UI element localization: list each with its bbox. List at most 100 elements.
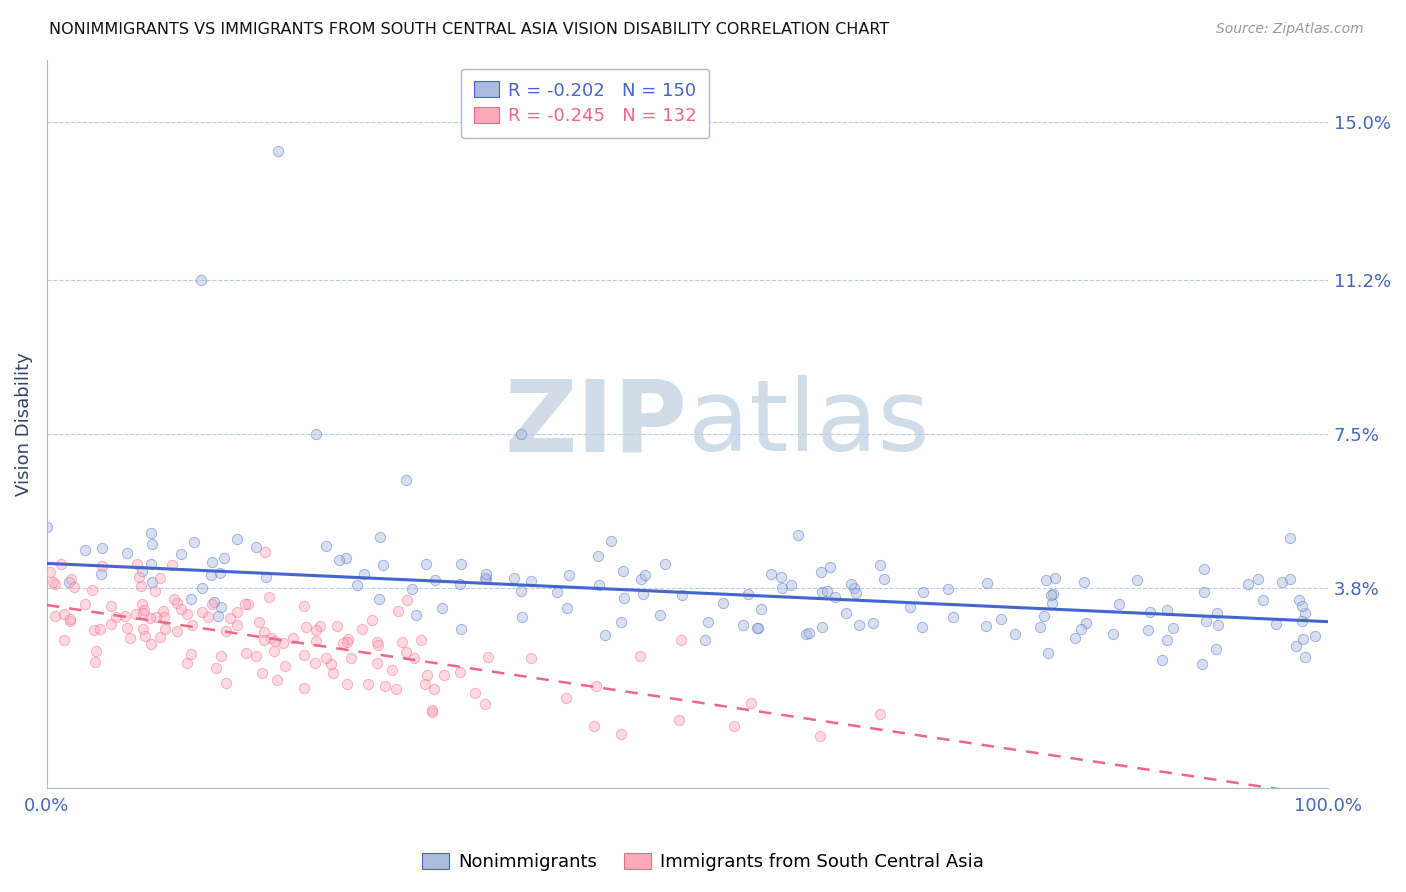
Point: [141, 525, 163, 540]
Point: [1074, 615, 1097, 630]
Point: [247, 615, 270, 629]
Point: [872, 572, 894, 586]
Point: [1036, 646, 1059, 660]
Point: [141, 575, 163, 590]
Point: [502, 571, 524, 585]
Point: [274, 659, 297, 673]
Point: [693, 633, 716, 648]
Point: [413, 676, 436, 690]
Point: [1278, 572, 1301, 586]
Point: [546, 585, 568, 599]
Point: [90, 566, 112, 581]
Point: [862, 616, 884, 631]
Point: [1126, 573, 1149, 587]
Point: [1156, 603, 1178, 617]
Point: [422, 703, 444, 717]
Point: [1195, 614, 1218, 628]
Point: [83, 624, 105, 638]
Point: [839, 576, 862, 591]
Point: [582, 719, 605, 733]
Point: [1247, 572, 1270, 586]
Point: [346, 578, 368, 592]
Point: [263, 644, 285, 658]
Point: [409, 633, 432, 648]
Point: [366, 656, 388, 670]
Point: [336, 632, 359, 647]
Point: [810, 620, 832, 634]
Point: [191, 606, 214, 620]
Point: [128, 570, 150, 584]
Point: [628, 648, 651, 663]
Point: [105, 610, 128, 624]
Point: [520, 651, 543, 665]
Point: [1063, 631, 1085, 645]
Point: [254, 570, 277, 584]
Point: [835, 607, 858, 621]
Point: [869, 558, 891, 572]
Point: [367, 592, 389, 607]
Point: [143, 583, 166, 598]
Point: [315, 539, 337, 553]
Point: [1251, 592, 1274, 607]
Point: [794, 627, 817, 641]
Point: [450, 622, 472, 636]
Point: [654, 558, 676, 572]
Point: [207, 608, 229, 623]
Point: [250, 665, 273, 680]
Point: [236, 597, 259, 611]
Point: [1205, 606, 1227, 620]
Point: [73, 597, 96, 611]
Point: [294, 620, 316, 634]
Point: [201, 556, 224, 570]
Point: [368, 530, 391, 544]
Point: [696, 615, 718, 629]
Point: [634, 568, 657, 582]
Point: [190, 273, 212, 287]
Point: [86, 643, 108, 657]
Point: [477, 650, 499, 665]
Point: [292, 599, 315, 613]
Point: [588, 578, 610, 592]
Point: [215, 624, 238, 639]
Point: [630, 572, 652, 586]
Point: [266, 673, 288, 687]
Point: [226, 532, 249, 546]
Point: [235, 647, 257, 661]
Point: [391, 635, 413, 649]
Point: [1156, 632, 1178, 647]
Point: [1029, 620, 1052, 634]
Point: [869, 707, 891, 722]
Point: [449, 577, 471, 591]
Point: [114, 608, 136, 623]
Point: [305, 624, 328, 638]
Point: [309, 619, 332, 633]
Point: [205, 660, 228, 674]
Point: [1288, 593, 1310, 607]
Point: [335, 550, 357, 565]
Point: [1137, 623, 1160, 637]
Point: [124, 607, 146, 621]
Point: [367, 638, 389, 652]
Point: [1271, 574, 1294, 589]
Point: [404, 650, 426, 665]
Point: [131, 564, 153, 578]
Point: [89, 622, 111, 636]
Point: [610, 615, 633, 629]
Point: [91, 541, 114, 555]
Point: [200, 598, 222, 612]
Point: [786, 528, 808, 542]
Point: [770, 570, 793, 584]
Point: [976, 575, 998, 590]
Point: [170, 547, 193, 561]
Point: [1208, 618, 1230, 632]
Point: [170, 602, 193, 616]
Point: [671, 633, 693, 648]
Point: [425, 574, 447, 588]
Point: [395, 645, 418, 659]
Point: [59, 572, 82, 586]
Point: [1285, 640, 1308, 654]
Point: [936, 582, 959, 597]
Point: [352, 622, 374, 636]
Point: [737, 587, 759, 601]
Point: [155, 622, 177, 636]
